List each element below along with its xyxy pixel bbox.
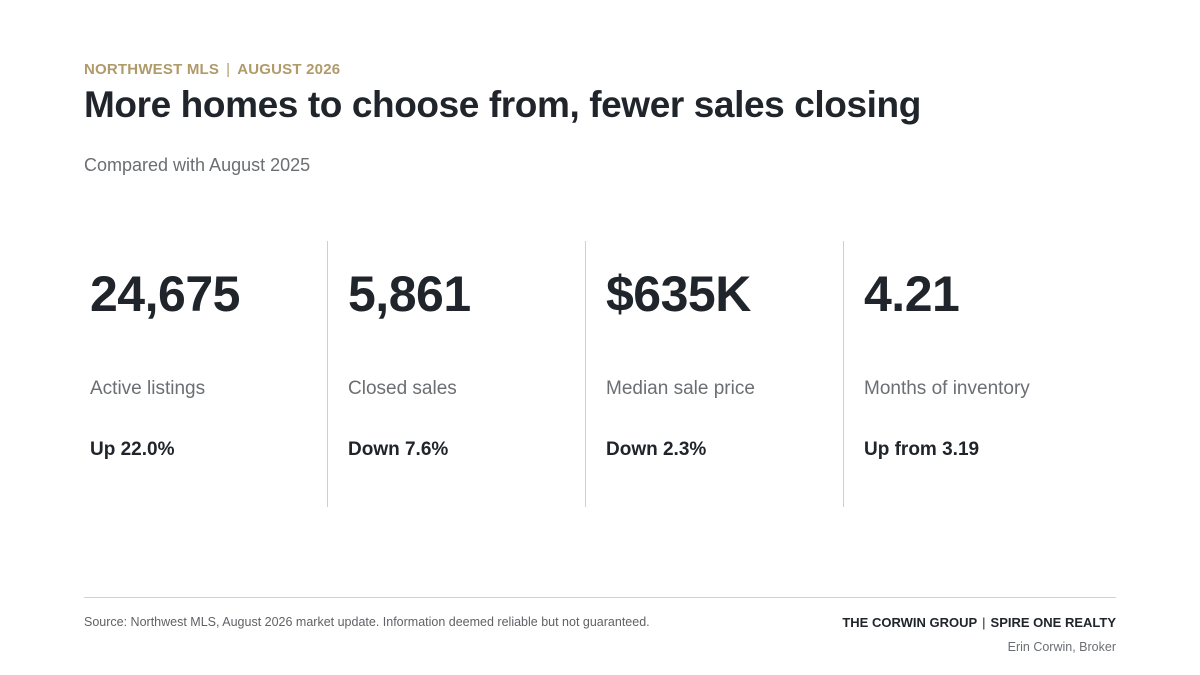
stat-label: Median sale price xyxy=(606,378,755,399)
kicker-separator: | xyxy=(226,61,231,78)
stat-closed-sales: 5,861 Closed sales Down 7.6% xyxy=(327,241,585,507)
kicker-period: AUGUST 2026 xyxy=(237,61,341,78)
page-subtitle: Compared with August 2025 xyxy=(84,155,311,175)
stats-row: 24,675 Active listings Up 22.0% 5,861 Cl… xyxy=(70,241,1116,507)
agent-credit: Erin Corwin, Broker xyxy=(1007,640,1116,654)
brand-separator: | xyxy=(982,615,986,630)
stat-change: Up from 3.19 xyxy=(864,439,980,460)
stat-label: Active listings xyxy=(90,378,206,399)
kicker: NORTHWEST MLS | AUGUST 2026 xyxy=(84,61,340,78)
brand-brokerage: SPIRE ONE REALTY xyxy=(990,615,1116,630)
kicker-source: NORTHWEST MLS xyxy=(84,61,220,78)
source-note: Source: Northwest MLS, August 2026 marke… xyxy=(84,615,650,629)
brand-line: THE CORWIN GROUP | SPIRE ONE REALTY xyxy=(842,615,1116,630)
stat-change: Down 2.3% xyxy=(606,439,707,460)
stat-label: Months of inventory xyxy=(864,378,1030,399)
stat-change: Down 7.6% xyxy=(348,439,449,460)
page-title: More homes to choose from, fewer sales c… xyxy=(84,84,921,125)
stat-value: 24,675 xyxy=(90,266,240,322)
stat-value: $635K xyxy=(606,266,751,322)
brand-team: THE CORWIN GROUP xyxy=(842,615,978,630)
stat-value: 4.21 xyxy=(864,266,960,322)
stat-median-sale-price: $635K Median sale price Down 2.3% xyxy=(585,241,843,507)
footer-divider xyxy=(84,597,1116,598)
stat-active-listings: 24,675 Active listings Up 22.0% xyxy=(70,241,327,507)
stat-months-of-inventory: 4.21 Months of inventory Up from 3.19 xyxy=(843,241,1117,507)
stat-change: Up 22.0% xyxy=(90,439,175,460)
stat-value: 5,861 xyxy=(348,266,471,322)
stat-label: Closed sales xyxy=(348,378,457,399)
